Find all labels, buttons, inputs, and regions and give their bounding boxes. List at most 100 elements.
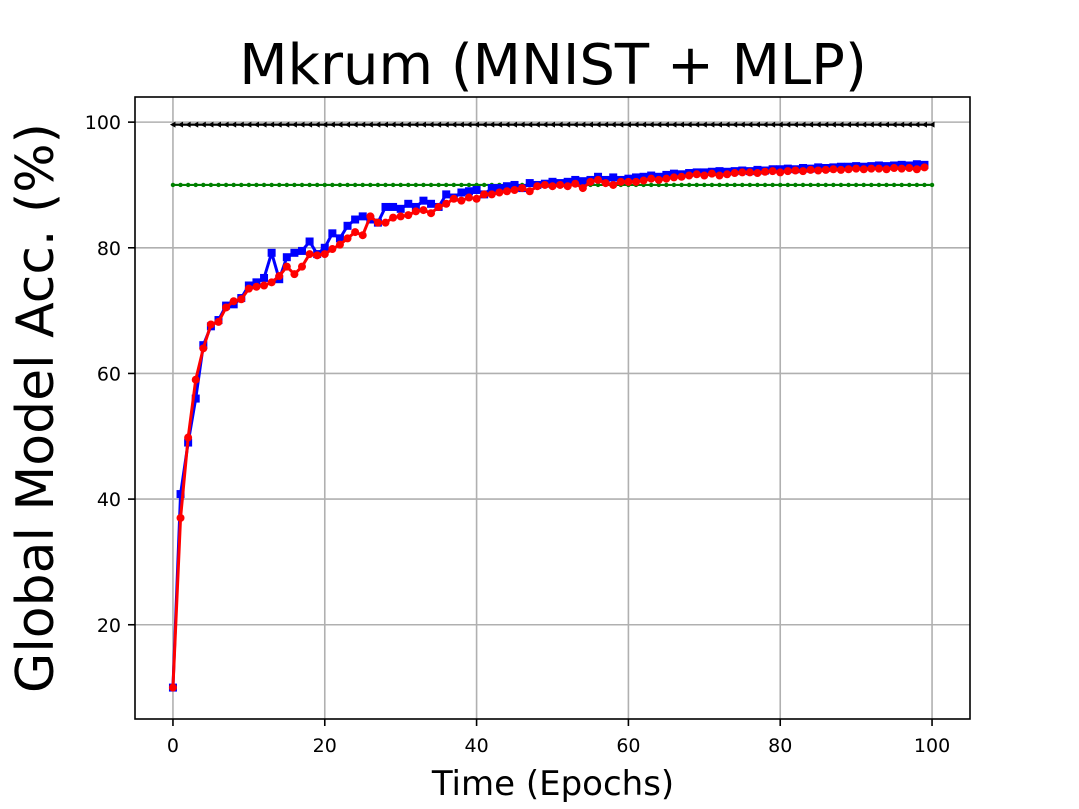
data-point: [884, 182, 889, 188]
data-point: [548, 177, 557, 186]
data-point: [314, 121, 320, 128]
data-point: [617, 121, 624, 128]
y-tick-label: 80: [97, 238, 121, 260]
data-point: [793, 182, 798, 188]
data-point: [358, 231, 367, 240]
data-point: [578, 177, 587, 186]
data-point: [169, 121, 176, 128]
data-point: [335, 234, 344, 243]
data-point: [238, 121, 244, 128]
y-tick-label: 40: [97, 489, 121, 511]
data-point: [290, 270, 299, 279]
data-point: [267, 248, 276, 257]
data-point: [907, 182, 912, 188]
data-point: [306, 121, 313, 128]
series-0: [169, 121, 935, 128]
data-point: [427, 209, 436, 218]
data-point: [381, 202, 390, 211]
data-point: [245, 121, 252, 128]
data-point: [291, 121, 297, 128]
data-point: [740, 182, 745, 188]
data-point: [867, 164, 876, 173]
data-point: [564, 121, 571, 128]
data-point: [557, 121, 563, 128]
data-point: [413, 182, 419, 188]
data-point: [185, 121, 191, 128]
data-point: [920, 163, 929, 172]
data-point: [861, 182, 866, 188]
data-point: [831, 182, 836, 188]
data-point: [390, 182, 396, 188]
x-tick-label: 60: [616, 735, 640, 757]
data-point: [351, 228, 360, 237]
data-point: [275, 272, 284, 281]
data-point: [450, 121, 457, 128]
data-point: [860, 121, 867, 128]
data-point: [572, 121, 578, 128]
data-point: [662, 174, 671, 183]
chart-title: Mkrum (MNIST + MLP): [239, 33, 867, 98]
data-point: [541, 121, 548, 128]
data-point: [277, 182, 282, 188]
data-point: [587, 121, 593, 128]
grid-layer: [135, 97, 970, 719]
data-point: [883, 121, 889, 128]
y-tick-label: 20: [97, 615, 121, 637]
data-point: [823, 182, 828, 188]
data-point: [307, 182, 312, 188]
data-point: [739, 121, 745, 128]
data-point: [481, 182, 487, 188]
data-point: [548, 182, 557, 191]
data-point: [525, 179, 534, 188]
x-tick-label: 20: [313, 735, 337, 757]
data-point: [359, 121, 366, 128]
data-point: [533, 182, 542, 191]
data-point: [191, 394, 200, 403]
data-point: [404, 211, 413, 220]
data-point: [177, 121, 184, 128]
data-point: [723, 170, 732, 179]
data-point: [472, 194, 481, 203]
data-point: [254, 182, 259, 188]
data-point: [223, 182, 229, 188]
data-point: [396, 204, 405, 213]
data-point: [382, 121, 388, 128]
data-point: [176, 490, 185, 499]
data-point: [853, 121, 859, 128]
data-point: [609, 173, 618, 182]
data-point: [276, 121, 282, 128]
data-point: [488, 121, 495, 128]
data-point: [571, 179, 580, 188]
data-point: [595, 182, 601, 188]
data-point: [844, 165, 853, 174]
data-point: [912, 160, 921, 169]
data-point: [283, 121, 290, 128]
data-point: [717, 182, 722, 188]
data-point: [768, 167, 777, 176]
data-point: [260, 281, 269, 290]
data-point: [808, 182, 813, 188]
data-point: [685, 171, 694, 180]
data-point: [185, 182, 191, 188]
data-point: [770, 182, 775, 188]
data-point: [329, 121, 335, 128]
data-point: [337, 182, 343, 188]
data-point: [261, 182, 267, 188]
data-point: [244, 284, 253, 293]
data-point: [320, 243, 329, 252]
data-point: [389, 202, 398, 211]
data-point: [762, 121, 768, 128]
data-point: [784, 121, 791, 128]
data-point: [261, 121, 267, 128]
data-point: [518, 184, 527, 193]
data-point: [320, 250, 329, 259]
data-point: [466, 121, 472, 128]
data-point: [746, 121, 753, 128]
data-point: [876, 182, 882, 188]
data-point: [912, 165, 921, 174]
data-point: [451, 182, 457, 188]
data-point: [648, 182, 654, 188]
data-point: [299, 182, 305, 188]
data-point: [305, 237, 314, 246]
series-line: [171, 165, 925, 688]
